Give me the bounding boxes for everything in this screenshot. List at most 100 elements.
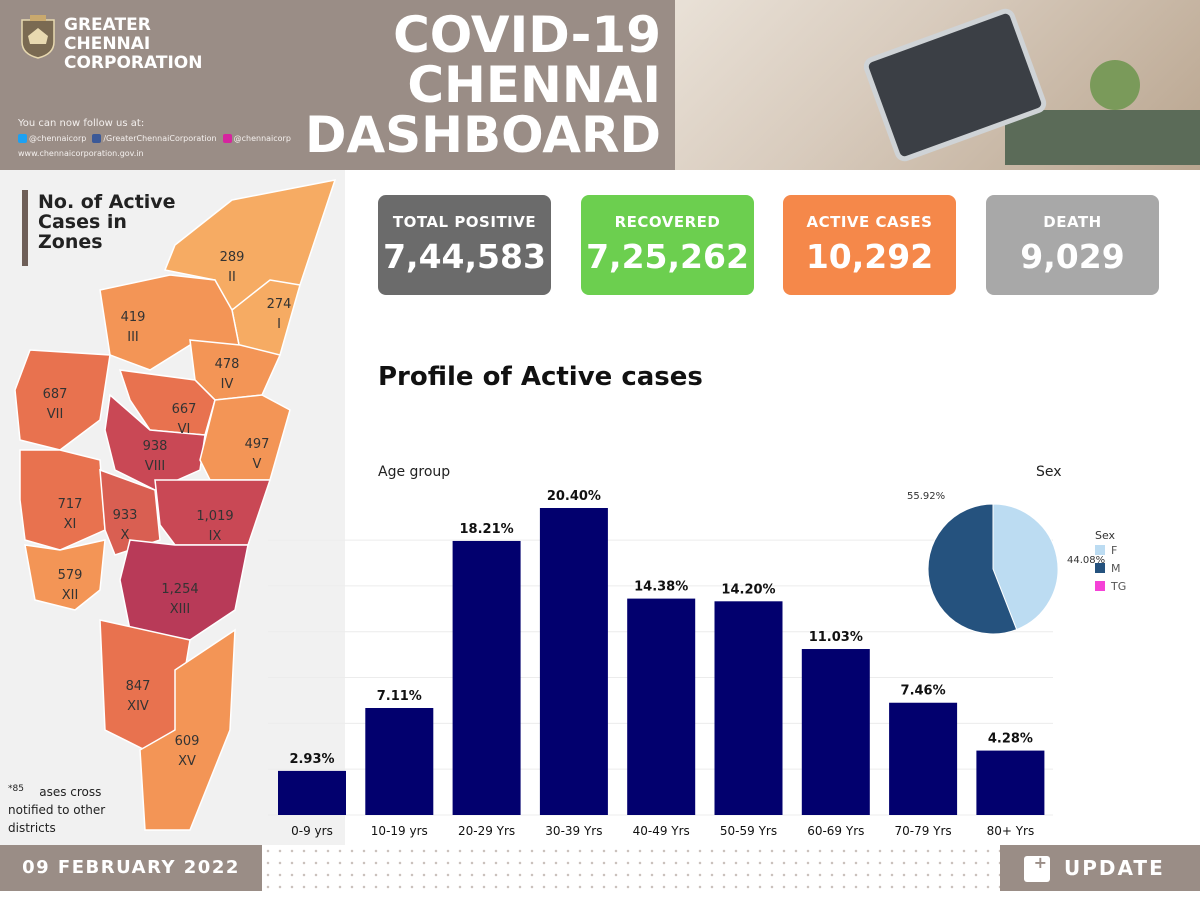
bar-value-label: 14.20% (721, 582, 775, 597)
zone-label-i: 274 I (249, 295, 309, 335)
facebook-link[interactable]: /GreaterChennaiCorporation (92, 134, 217, 143)
bar-40-49-yrs[interactable] (627, 598, 696, 815)
twitter-icon (18, 134, 27, 143)
x-tick-label: 40-49 Yrs (633, 824, 690, 838)
zone-count: 933 (112, 508, 138, 523)
pie-slice-f[interactable] (992, 503, 1059, 631)
zone-label-vi: 667 VI (154, 400, 214, 440)
active-cases-value: 10,292 (805, 237, 934, 276)
zone-roman: IV (220, 377, 234, 392)
legend-label-f: F (1111, 544, 1117, 557)
bar-50-59-yrs[interactable] (714, 601, 783, 815)
total-positive-card: TOTAL POSITIVE 7,44,583 (378, 195, 551, 295)
zone-roman: IX (208, 529, 222, 544)
header-banner: GREATER CHENNAI CORPORATION You can now … (0, 0, 675, 170)
zone-map-title: No. of Active Cases in Zones (38, 192, 176, 252)
note-line-2: notified to other (8, 803, 106, 817)
zone-label-viii: 938 VIII (125, 437, 185, 477)
zone-label-v: 497 V (227, 435, 287, 475)
pie-legend-title: Sex (1095, 529, 1116, 542)
zone-count: 274 (266, 297, 292, 312)
recovered-card: RECOVERED 7,25,262 (581, 195, 754, 295)
zone-label-xii: 579 XII (40, 566, 100, 606)
age-group-bar-chart: 2.93% 0-9 yrs 7.11% 10-19 yrs 18.21% 20-29 Yr… (268, 490, 1053, 838)
zone-roman: X (120, 528, 130, 543)
recovered-label: RECOVERED (614, 213, 721, 231)
x-tick-label: 50-59 Yrs (720, 824, 777, 838)
zone-roman: VII (46, 407, 64, 422)
map-zone-xi[interactable] (19, 449, 106, 551)
zone-roman: VI (177, 422, 191, 437)
instagram-link[interactable]: @chennaicorp (222, 134, 291, 143)
bar-20-29-yrs[interactable] (452, 540, 521, 815)
zone-count: 1,019 (196, 509, 234, 524)
bar-value-label: 14.38% (634, 580, 688, 595)
death-label: DEATH (1043, 213, 1102, 231)
website-link[interactable]: www.chennaicorporation.gov.in (18, 149, 144, 158)
sex-pie-chart: 44.08% 55.92% Sex FM TG (907, 491, 1126, 635)
bar-30-39-yrs[interactable] (539, 508, 608, 815)
title-line-1: COVID-19 (393, 6, 661, 64)
zone-roman: II (228, 270, 236, 285)
x-tick-label: 80+ Yrs (987, 824, 1035, 838)
zone-roman: V (252, 457, 262, 472)
chennai-zone-map (14, 179, 337, 831)
bar-10-19-yrs[interactable] (365, 708, 434, 815)
org-line-3: CORPORATION (64, 53, 203, 73)
x-tick-label: 70-79 Yrs (894, 824, 951, 838)
update-icon (1024, 840, 1050, 886)
bar-value-label: 2.93% (289, 752, 334, 767)
map-zone-xv[interactable] (139, 628, 236, 831)
legend-swatch-m (1095, 563, 1105, 573)
facebook-icon (92, 134, 102, 143)
bar-value-label: 11.03% (809, 630, 863, 645)
zone-label-xv: 609 XV (157, 732, 217, 772)
map-zone-xii[interactable] (24, 539, 106, 611)
zone-count: 289 (219, 250, 245, 265)
pie-slice-m[interactable] (927, 503, 1018, 635)
bar-value-label: 4.28% (988, 732, 1033, 747)
zone-count: 1,254 (161, 582, 199, 597)
social-links: @chennaicorp /GreaterChennaiCorporation … (18, 134, 291, 143)
pie-value-label: 55.92% (907, 491, 945, 502)
twitter-link[interactable]: @chennaicorp (18, 134, 86, 143)
legend-swatch-f (1095, 545, 1105, 555)
note-line-1: ases cross (39, 785, 102, 799)
bar-0-9-yrs[interactable] (278, 770, 346, 815)
map-zone-xiii[interactable] (119, 539, 249, 641)
total-positive-value: 7,44,583 (383, 237, 546, 276)
zone-roman: XII (61, 588, 79, 603)
zone-roman: VIII (144, 459, 166, 474)
x-tick-label: 20-29 Yrs (458, 824, 515, 838)
death-value: 9,029 (1020, 237, 1125, 276)
zone-title-line-2: Cases in (38, 211, 127, 233)
facebook-handle: /GreaterChennaiCorporation (103, 134, 217, 143)
bar-80-yrs[interactable] (976, 750, 1045, 815)
title-line-3: DASHBOARD (304, 106, 661, 164)
org-line-1: GREATER (64, 15, 151, 35)
districts-note: *85 ases cross notified to other distric… (8, 780, 118, 837)
zone-count: 478 (214, 357, 240, 372)
zone-count: 847 (125, 679, 151, 694)
twitter-handle: @chennaicorp (29, 134, 87, 143)
bar-70-79-yrs[interactable] (889, 702, 958, 815)
update-button[interactable]: UPDATE (1000, 840, 1200, 891)
zone-count: 938 (142, 439, 168, 454)
zone-label-ii: 289 II (202, 248, 262, 288)
zone-label-iii: 419 III (103, 308, 163, 348)
zone-roman: XV (178, 754, 196, 769)
legend-label-tg: TG (1110, 580, 1126, 593)
note-line-3: districts (8, 821, 56, 835)
zone-count: 717 (57, 497, 83, 512)
bar-60-69-yrs[interactable] (801, 649, 870, 815)
note-count: *85 (8, 784, 24, 794)
zone-roman: III (127, 330, 139, 345)
instagram-handle: @chennaicorp (233, 134, 291, 143)
title-line-2: CHENNAI (407, 56, 661, 114)
zone-label-xiv: 847 XIV (108, 677, 168, 717)
zone-title-line-1: No. of Active (38, 191, 176, 213)
footer-dot-pattern (262, 845, 1000, 891)
zone-label-xiii: 1,254 XIII (150, 580, 210, 620)
x-tick-label: 30-39 Yrs (545, 824, 602, 838)
bar-value-label: 20.40% (547, 490, 601, 504)
